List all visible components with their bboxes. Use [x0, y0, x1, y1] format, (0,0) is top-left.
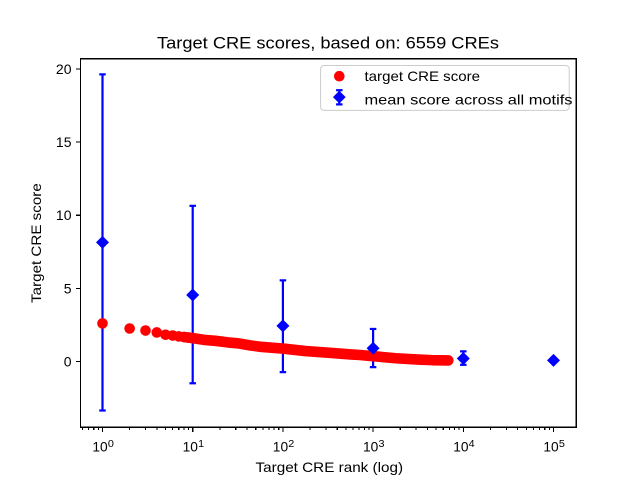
svg-text:0: 0	[108, 439, 114, 450]
svg-text:20: 20	[56, 61, 72, 77]
svg-text:mean score across all motifs: mean score across all motifs	[365, 91, 573, 107]
svg-text:2: 2	[288, 439, 294, 450]
svg-text:10: 10	[543, 438, 559, 454]
svg-text:0: 0	[64, 354, 72, 370]
svg-text:10: 10	[273, 438, 289, 454]
svg-text:Target CRE rank (log): Target CRE rank (log)	[256, 459, 404, 475]
svg-text:10: 10	[363, 438, 379, 454]
svg-text:10: 10	[56, 207, 72, 223]
svg-text:1: 1	[198, 439, 204, 450]
svg-text:5: 5	[64, 280, 72, 296]
svg-text:Target CRE score: Target CRE score	[28, 183, 44, 303]
svg-text:10: 10	[183, 438, 199, 454]
svg-text:4: 4	[469, 439, 475, 450]
svg-text:Target CRE scores, based on: 6: Target CRE scores, based on: 6559 CREs	[157, 34, 499, 53]
svg-text:10: 10	[453, 438, 469, 454]
svg-text:15: 15	[56, 134, 72, 150]
svg-text:5: 5	[559, 439, 565, 450]
svg-text:3: 3	[379, 439, 385, 450]
svg-text:10: 10	[92, 438, 108, 454]
svg-text:target CRE score: target CRE score	[365, 68, 481, 84]
